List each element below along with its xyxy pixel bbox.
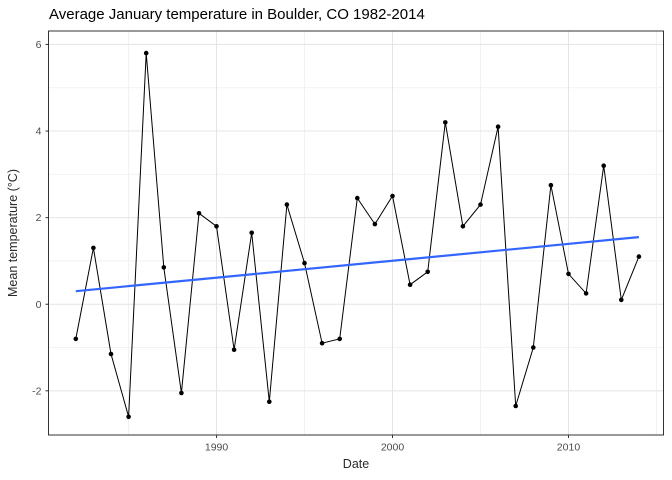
data-point (548, 182, 554, 188)
data-point (161, 265, 167, 270)
x-tick-label: 2000 (381, 442, 405, 454)
data-point (249, 230, 254, 236)
data-point (513, 403, 518, 409)
x-tick-label: 2010 (557, 442, 581, 454)
data-point (583, 291, 589, 296)
y-tick-label: 2 (36, 212, 42, 224)
y-tick-label: -2 (32, 385, 41, 397)
data-point (355, 195, 360, 201)
data-point (372, 221, 378, 227)
data-point (179, 390, 184, 396)
data-point (531, 345, 536, 350)
panel-border (48, 30, 664, 436)
data-point (407, 282, 413, 288)
data-point (566, 271, 571, 277)
y-tick-label: 6 (36, 39, 42, 51)
data-point (196, 211, 202, 216)
trend-line (75, 236, 640, 293)
data-point (267, 399, 272, 405)
chart-title: Average January temperature in Boulder, … (49, 6, 425, 23)
data-line (75, 53, 640, 417)
data-point (302, 260, 307, 266)
data-point (425, 269, 431, 275)
data-point (337, 336, 343, 342)
data-point (126, 414, 131, 420)
data-point (460, 224, 466, 229)
data-point (478, 202, 483, 207)
data-point (319, 340, 325, 346)
y-tick-label: 0 (36, 299, 42, 311)
x-tick-label: 1990 (205, 442, 229, 454)
data-point (91, 245, 96, 251)
data-point (284, 202, 290, 207)
y-tick-label: 4 (36, 126, 42, 138)
x-axis-title: Date (342, 457, 370, 471)
data-point (390, 193, 395, 199)
data-point (73, 336, 79, 342)
data-point (495, 124, 501, 129)
data-point (601, 163, 606, 168)
y-axis-title: Mean temperature (°C) (6, 169, 20, 297)
data-point (619, 297, 624, 303)
data-point (636, 254, 642, 259)
data-point (214, 224, 219, 229)
data-point (231, 347, 237, 353)
data-point (108, 351, 114, 357)
data-point (443, 120, 448, 125)
data-point (143, 50, 149, 56)
